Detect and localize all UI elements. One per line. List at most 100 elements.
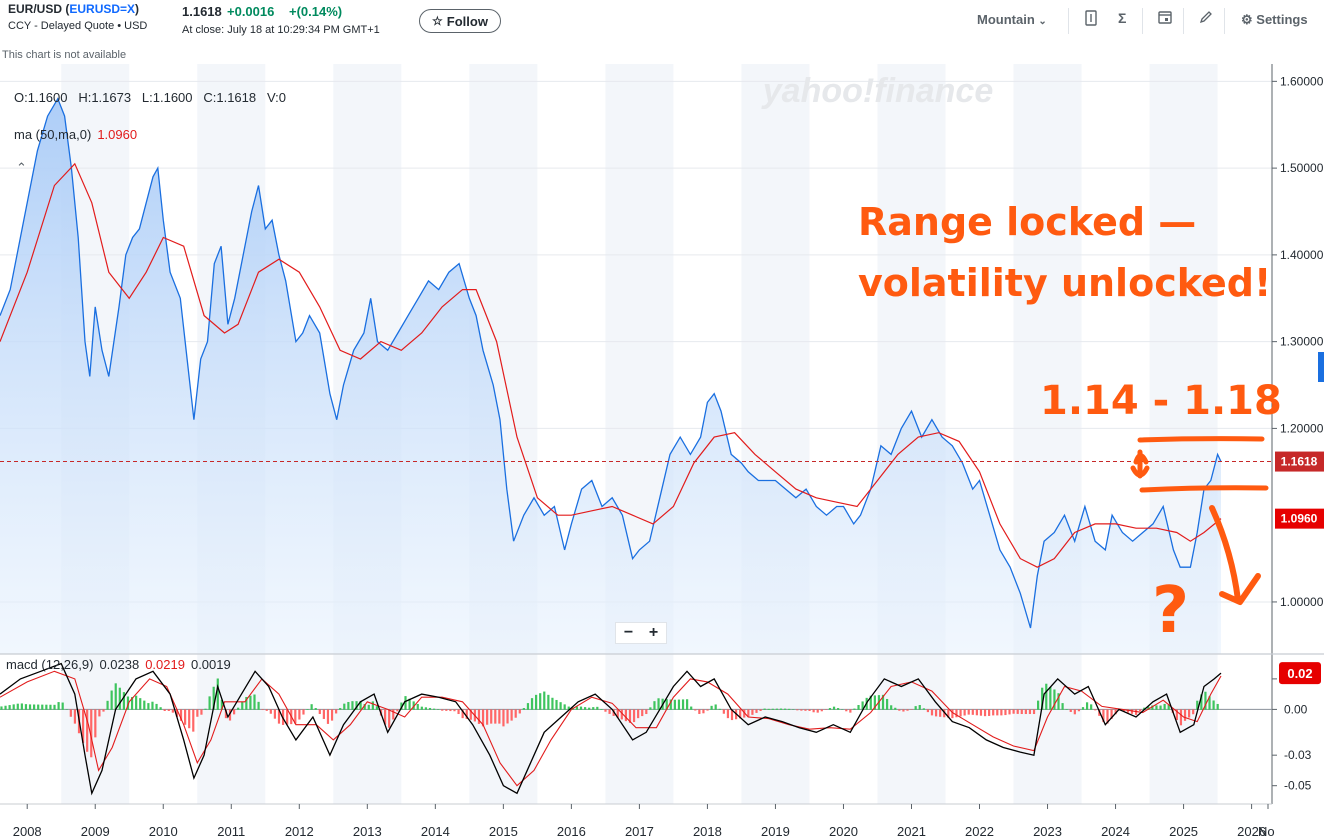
macd-legend-hist: 0.0019 <box>191 657 231 672</box>
histogram-bar <box>853 708 856 710</box>
histogram-bar <box>192 709 195 732</box>
histogram-bar <box>449 709 452 712</box>
x-tick-label: 2015 <box>489 824 518 839</box>
macd-legend: macd (12,26,9) 0.0238 0.0219 0.0019 <box>6 657 231 672</box>
histogram-bar <box>73 709 77 724</box>
histogram-bar <box>1130 709 1134 714</box>
chart-type-label: Mountain <box>977 12 1035 27</box>
price-area <box>0 98 1221 654</box>
x-tick-label: 2025 <box>1169 824 1198 839</box>
histogram-bar <box>41 704 44 710</box>
histogram-bar <box>355 701 358 710</box>
histogram-bar <box>171 709 174 713</box>
histogram-bar <box>481 709 485 727</box>
histogram-bar <box>714 704 717 710</box>
histogram-bar <box>996 709 999 716</box>
histogram-bar <box>110 690 113 710</box>
histogram-bar <box>1126 709 1129 713</box>
calendar-icon[interactable] <box>1158 10 1172 27</box>
histogram-bar <box>200 709 203 715</box>
histogram-bar <box>163 709 166 712</box>
histogram-bar <box>37 704 40 710</box>
histogram-bar <box>94 709 97 738</box>
histogram-bar <box>441 709 444 711</box>
macd-y-axis: 0.00 -0.03 -0.05 <box>1272 678 1312 793</box>
pencil-icon[interactable] <box>1199 10 1213 27</box>
collapse-legend-icon[interactable]: ⌃ <box>16 160 27 175</box>
histogram-bar <box>967 709 970 715</box>
histogram-bar <box>237 707 240 710</box>
chart-type-dropdown[interactable]: Mountain ⌄ <box>977 12 1047 27</box>
x-tick-label: 2026 <box>1237 824 1266 839</box>
histogram-bar <box>1004 709 1007 716</box>
ticker-link[interactable]: EURUSD=X <box>69 2 136 16</box>
y-axis: 1.60000 1.50000 1.40000 1.30000 1.20000 1.000… <box>1272 74 1324 609</box>
histogram-bar <box>122 692 125 710</box>
x-tick-label: 2008 <box>13 824 42 839</box>
histogram-bar <box>4 705 7 710</box>
histogram-bar <box>135 695 138 710</box>
price-line[interactable] <box>0 97 1222 629</box>
histogram-bar <box>469 709 472 720</box>
histogram-bar <box>804 709 807 711</box>
histogram-bar <box>579 706 583 710</box>
histogram-bar <box>575 706 579 710</box>
ohlc-legend: O:1.1600 H:1.1673 L:1.1600 C:1.1618 V:0 <box>14 90 286 105</box>
histogram-bar <box>294 709 297 724</box>
histogram-bar <box>1179 709 1183 726</box>
scroll-handle[interactable] <box>1318 352 1324 382</box>
macd-y-tick-label: 0.00 <box>1284 702 1308 716</box>
histogram-bar <box>335 709 338 714</box>
macd-legend-signal: 0.0219 <box>145 657 185 672</box>
histogram-bar <box>432 708 436 710</box>
zoom-in-button[interactable]: + <box>648 624 659 641</box>
histogram-bar <box>616 709 619 718</box>
histogram-bar <box>649 707 652 710</box>
histogram-bar <box>792 709 795 710</box>
annotation-range-marks <box>1130 436 1269 493</box>
follow-button[interactable]: ☆ Follow <box>419 9 501 33</box>
histogram-bar <box>196 709 199 717</box>
histogram-bar <box>318 709 321 715</box>
histogram-bar <box>706 709 709 711</box>
histogram-bar <box>1216 703 1219 710</box>
histogram-bar <box>1069 709 1072 712</box>
histogram-bar <box>559 702 562 710</box>
x-axis: 2008 2009 2010 2011 2012 2013 2014 2015 2016 2017… <box>13 804 1275 839</box>
histogram-bar <box>726 709 730 719</box>
histogram-bar <box>1208 696 1211 710</box>
histogram-bar <box>951 709 954 719</box>
macd-y-tick-label: -0.03 <box>1284 748 1312 762</box>
histogram-bar <box>665 699 668 710</box>
ma-legend-label: ma (50,ma,0) <box>14 127 91 142</box>
histogram-bar <box>926 709 930 713</box>
price-chart[interactable]: yahoo!finance 1.60000 1.50000 1.40000 1.300… <box>0 64 1324 839</box>
toolbar-divider <box>1068 8 1069 34</box>
histogram-bar <box>563 704 566 710</box>
x-tick-label: 2018 <box>693 824 722 839</box>
histogram-bar <box>310 704 313 710</box>
histogram-bar <box>502 709 505 727</box>
indicator-icon[interactable] <box>1085 10 1097 29</box>
histogram-bar <box>216 678 219 710</box>
histogram-bar <box>130 697 134 710</box>
histogram-bar <box>486 709 489 725</box>
histogram-bar <box>1139 709 1142 712</box>
macd-last-badge: 0.02 <box>1279 662 1321 685</box>
macd-legend-macd: 0.0238 <box>99 657 139 672</box>
histogram-bar <box>751 709 754 715</box>
histogram-bar <box>1081 707 1085 710</box>
zoom-out-button[interactable]: − <box>623 624 634 641</box>
histogram-bar <box>1110 709 1113 719</box>
histogram-bar <box>367 704 370 710</box>
y-tick-label: 1.50000 <box>1280 161 1324 175</box>
histogram-bar <box>408 698 411 710</box>
settings-button[interactable]: ⚙ Settings <box>1241 12 1308 28</box>
histogram-bar <box>12 704 15 710</box>
histogram-bar <box>510 709 513 721</box>
ma-line[interactable] <box>0 162 1222 568</box>
histogram-bar <box>947 709 950 718</box>
histogram-bar <box>1175 709 1178 721</box>
sigma-icon[interactable]: Σ <box>1118 10 1127 26</box>
histogram-bar <box>677 699 681 710</box>
